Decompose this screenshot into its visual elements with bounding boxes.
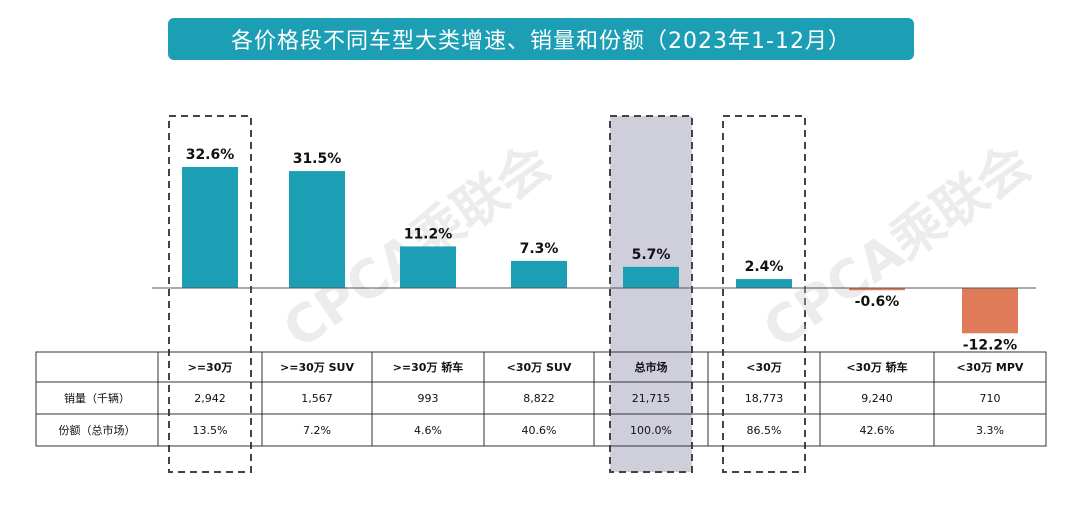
table-cell: 2,942 bbox=[194, 392, 226, 405]
table-cell: 21,715 bbox=[632, 392, 671, 405]
highlight-box-5 bbox=[722, 115, 806, 473]
bar-4 bbox=[623, 266, 679, 288]
table-row-label: 销量（千辆） bbox=[64, 391, 130, 405]
value-label-4: 5.7% bbox=[632, 247, 671, 263]
table-header-cell: >=30万 SUV bbox=[280, 361, 354, 374]
table-header-cell: 总市场 bbox=[635, 360, 668, 374]
bar-3 bbox=[511, 260, 567, 288]
table-cell: 993 bbox=[418, 392, 439, 405]
table-cell: 8,822 bbox=[523, 392, 555, 405]
table-cell: 1,567 bbox=[301, 392, 333, 405]
table-header-cell: <30万 SUV bbox=[507, 361, 572, 374]
value-label-5: 2.4% bbox=[745, 259, 784, 275]
table-cell: 100.0% bbox=[630, 424, 672, 437]
table-cell: 9,240 bbox=[861, 392, 893, 405]
highlight-box-4 bbox=[609, 115, 693, 473]
table-cell: 42.6% bbox=[860, 424, 895, 437]
table-cell: 86.5% bbox=[747, 424, 782, 437]
value-label-6: -0.6% bbox=[855, 294, 900, 310]
table-header-cell: >=30万 轿车 bbox=[393, 360, 464, 374]
table-cell: 18,773 bbox=[745, 392, 784, 405]
table-cell: 13.5% bbox=[193, 424, 228, 437]
value-label-2: 11.2% bbox=[404, 226, 453, 242]
table-row-label: 份额（总市场） bbox=[59, 423, 136, 437]
value-label-3: 7.3% bbox=[520, 241, 559, 257]
table-cell: 710 bbox=[980, 392, 1001, 405]
table-border bbox=[35, 351, 1047, 447]
table-cell: 7.2% bbox=[303, 424, 331, 437]
table-cell: 3.3% bbox=[976, 424, 1004, 437]
bar-0 bbox=[182, 167, 238, 288]
table-header-cell: <30万 MPV bbox=[957, 361, 1024, 374]
table-header-cell: <30万 bbox=[746, 361, 782, 374]
value-label-7: -12.2% bbox=[963, 337, 1017, 353]
table-cell: 4.6% bbox=[414, 424, 442, 437]
highlight-boxes bbox=[168, 115, 806, 473]
highlight-box-0 bbox=[168, 115, 252, 473]
data-table: >=30万 >=30万 SUV >=30万 轿车 <30万 SUV 总市场 <30万 <30… bbox=[35, 351, 1047, 447]
bar-5 bbox=[736, 279, 792, 288]
value-label-1: 31.5% bbox=[293, 151, 342, 167]
bar-1 bbox=[289, 171, 345, 288]
value-label-0: 32.6% bbox=[186, 147, 235, 163]
table-cell: 40.6% bbox=[522, 424, 557, 437]
bars-layer bbox=[182, 167, 1018, 334]
table-header-cell: <30万 轿车 bbox=[846, 360, 907, 374]
bar-7 bbox=[962, 288, 1018, 334]
bar-6 bbox=[849, 288, 905, 291]
value-labels-layer: 32.6% 31.5% 11.2% 7.3% 5.7% 2.4% -0.6% -12.2% bbox=[186, 147, 1017, 353]
bar-2 bbox=[400, 246, 456, 288]
table-header-cell: >=30万 bbox=[188, 361, 233, 374]
chart-title: 各价格段不同车型大类增速、销量和份额（2023年1-12月） bbox=[168, 18, 914, 60]
